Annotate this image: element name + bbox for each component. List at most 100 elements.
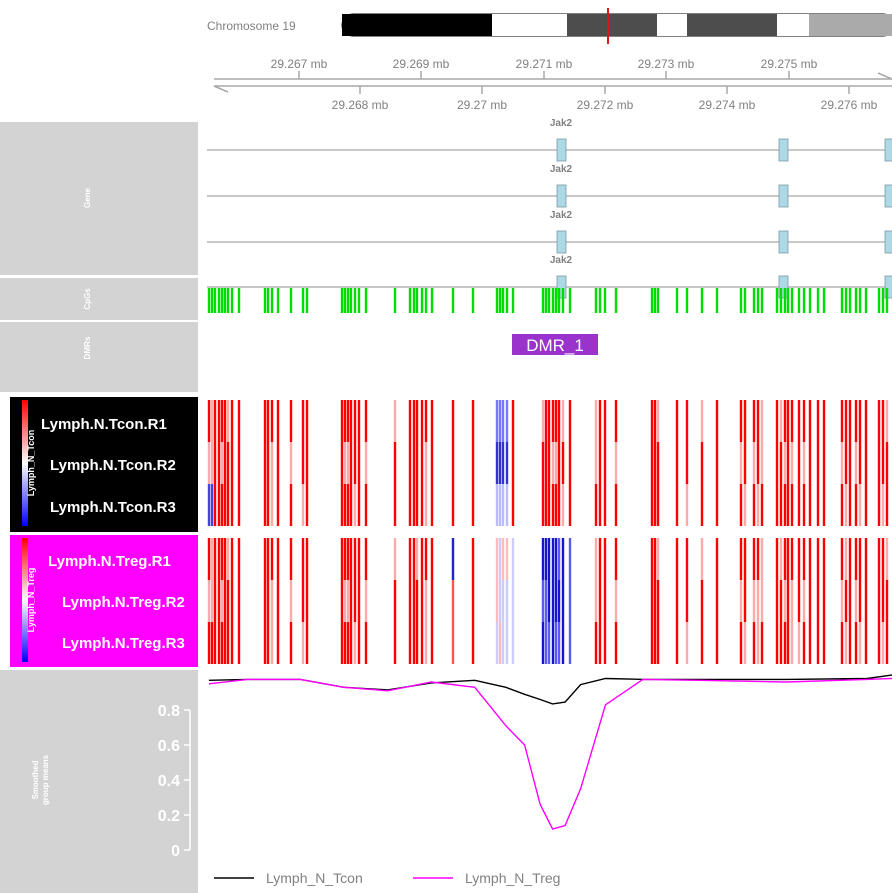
treg-heatmap-cell bbox=[700, 622, 704, 664]
tcon-heatmap-cell bbox=[743, 400, 747, 442]
treg-heatmap-cell bbox=[207, 538, 211, 580]
gene-transcript-label: Jak2 bbox=[550, 255, 573, 266]
treg-heatmap-cell bbox=[700, 580, 704, 622]
ideogram: Chromosome 19 bbox=[207, 8, 892, 44]
cpg-mark bbox=[775, 288, 779, 313]
treg-heatmap-cell bbox=[393, 580, 397, 622]
treg-heatmap-cell bbox=[551, 580, 555, 622]
gene-exon bbox=[556, 138, 567, 162]
ideogram-band bbox=[342, 14, 492, 36]
treg-heatmap-cell bbox=[424, 580, 428, 622]
treg-heatmap-cell bbox=[858, 538, 862, 580]
tcon-heatmap-cell bbox=[364, 484, 368, 526]
cpg-mark bbox=[656, 288, 660, 313]
treg-heatmap-cell bbox=[230, 622, 234, 664]
treg-heatmap-cell bbox=[743, 580, 747, 622]
tcon-heatmap-cell bbox=[864, 442, 868, 484]
tcon-heatmap-cell bbox=[505, 400, 509, 442]
treg-heatmap-cell bbox=[614, 538, 618, 580]
tcon-heatmap-cell bbox=[340, 442, 344, 484]
tcon-heatmap-cell bbox=[844, 400, 848, 442]
tcon-heatmap-cell bbox=[541, 484, 545, 526]
cpg-mark bbox=[343, 288, 347, 313]
treg-heatmap-cell bbox=[340, 580, 344, 622]
ideogram-band bbox=[567, 14, 657, 36]
cpg-mark bbox=[885, 288, 889, 313]
tcon-heatmap-cell bbox=[568, 442, 572, 484]
treg-heatmap-cell bbox=[808, 622, 812, 664]
tcon-heatmap-cell bbox=[408, 442, 412, 484]
tcon-heatmap-cell bbox=[357, 484, 361, 526]
cpg-mark bbox=[266, 288, 270, 313]
cpg-mark bbox=[551, 288, 555, 313]
tcon-heatmap-cell bbox=[802, 400, 806, 442]
treg-heatmap-cell bbox=[568, 622, 572, 664]
treg-heatmap-cell bbox=[822, 580, 826, 622]
cpg-mark bbox=[547, 288, 551, 313]
tcon-heatmap-cell bbox=[412, 442, 416, 484]
tcon-heatmap-cell bbox=[420, 400, 424, 442]
tcon-heatmap-cell bbox=[877, 484, 881, 526]
ideogram-band bbox=[777, 14, 809, 36]
treg-heatmap-cell bbox=[263, 538, 267, 580]
tcon-sample-2: Lymph.N.Tcon.R2 bbox=[50, 457, 176, 474]
axis-tick-label-bottom: 29.274 mb bbox=[699, 98, 756, 112]
tcon-heatmap-cell bbox=[603, 442, 607, 484]
tcon-heatmap-cell bbox=[554, 442, 558, 484]
tcon-heatmap-cell bbox=[471, 400, 475, 442]
tcon-sample-3: Lymph.N.Tcon.R3 bbox=[50, 499, 176, 516]
gene-track-panel bbox=[0, 122, 198, 275]
gene-exon bbox=[556, 275, 567, 299]
tcon-heatmap-cell bbox=[752, 442, 756, 484]
tcon-heatmap-cell bbox=[230, 442, 234, 484]
tcon-heatmap-cell bbox=[881, 400, 885, 442]
treg-heatmap-cell bbox=[217, 622, 221, 664]
treg-sample-3: Lymph.N.Treg.R3 bbox=[62, 635, 185, 652]
tcon-heatmap-cell bbox=[220, 484, 224, 526]
cpg-mark bbox=[650, 288, 654, 313]
treg-heatmap-cell bbox=[802, 580, 806, 622]
tcon-heatmap-cell bbox=[424, 442, 428, 484]
y-axis-tick-label: 0.8 bbox=[158, 703, 180, 720]
treg-heatmap-cell bbox=[797, 622, 801, 664]
treg-heatmap-cell bbox=[230, 538, 234, 580]
tcon-heatmap-cell bbox=[346, 442, 350, 484]
tcon-heatmap-cell bbox=[213, 400, 217, 442]
treg-heatmap-cell bbox=[554, 580, 558, 622]
cpg-mark bbox=[420, 288, 424, 313]
treg-heatmap-cell bbox=[854, 538, 858, 580]
treg-heatmap-cell bbox=[656, 580, 660, 622]
cpg-mark bbox=[340, 288, 344, 313]
cpg-mark bbox=[471, 288, 475, 313]
cpg-mark bbox=[854, 288, 858, 313]
cpg-mark bbox=[844, 288, 848, 313]
tcon-heatmap-cell bbox=[554, 400, 558, 442]
treg-heatmap-cell bbox=[343, 538, 347, 580]
treg-heatmap-cell bbox=[650, 538, 654, 580]
treg-heatmap-cell bbox=[343, 580, 347, 622]
ideogram-band bbox=[687, 14, 777, 36]
treg-heatmap-cell bbox=[598, 580, 602, 622]
tcon-heatmap-cell bbox=[498, 400, 502, 442]
treg-panel bbox=[10, 535, 198, 667]
tcon-heatmap-cell bbox=[594, 400, 598, 442]
treg-heatmap-cell bbox=[881, 622, 885, 664]
tcon-heatmap-cell bbox=[393, 400, 397, 442]
treg-heatmap-cell bbox=[752, 622, 756, 664]
cpg-mark bbox=[415, 288, 419, 313]
cpg-mark bbox=[364, 288, 368, 313]
treg-heatmap-cell bbox=[797, 538, 801, 580]
treg-heatmap-cell bbox=[263, 622, 267, 664]
tcon-heatmap-cell bbox=[343, 442, 347, 484]
treg-heatmap-cell bbox=[554, 538, 558, 580]
dmr-region-box bbox=[512, 334, 598, 355]
tcon-heatmap-cell bbox=[881, 442, 885, 484]
treg-heatmap-cell bbox=[816, 538, 820, 580]
treg-heatmap-cell bbox=[541, 580, 545, 622]
tcon-heatmap-cell bbox=[858, 442, 862, 484]
treg-heatmap-cell bbox=[501, 580, 505, 622]
treg-heatmap-cell bbox=[594, 580, 598, 622]
treg-heatmap-cell bbox=[739, 538, 743, 580]
treg-heatmap-cell bbox=[840, 580, 844, 622]
tcon-heatmap-cell bbox=[700, 400, 704, 442]
